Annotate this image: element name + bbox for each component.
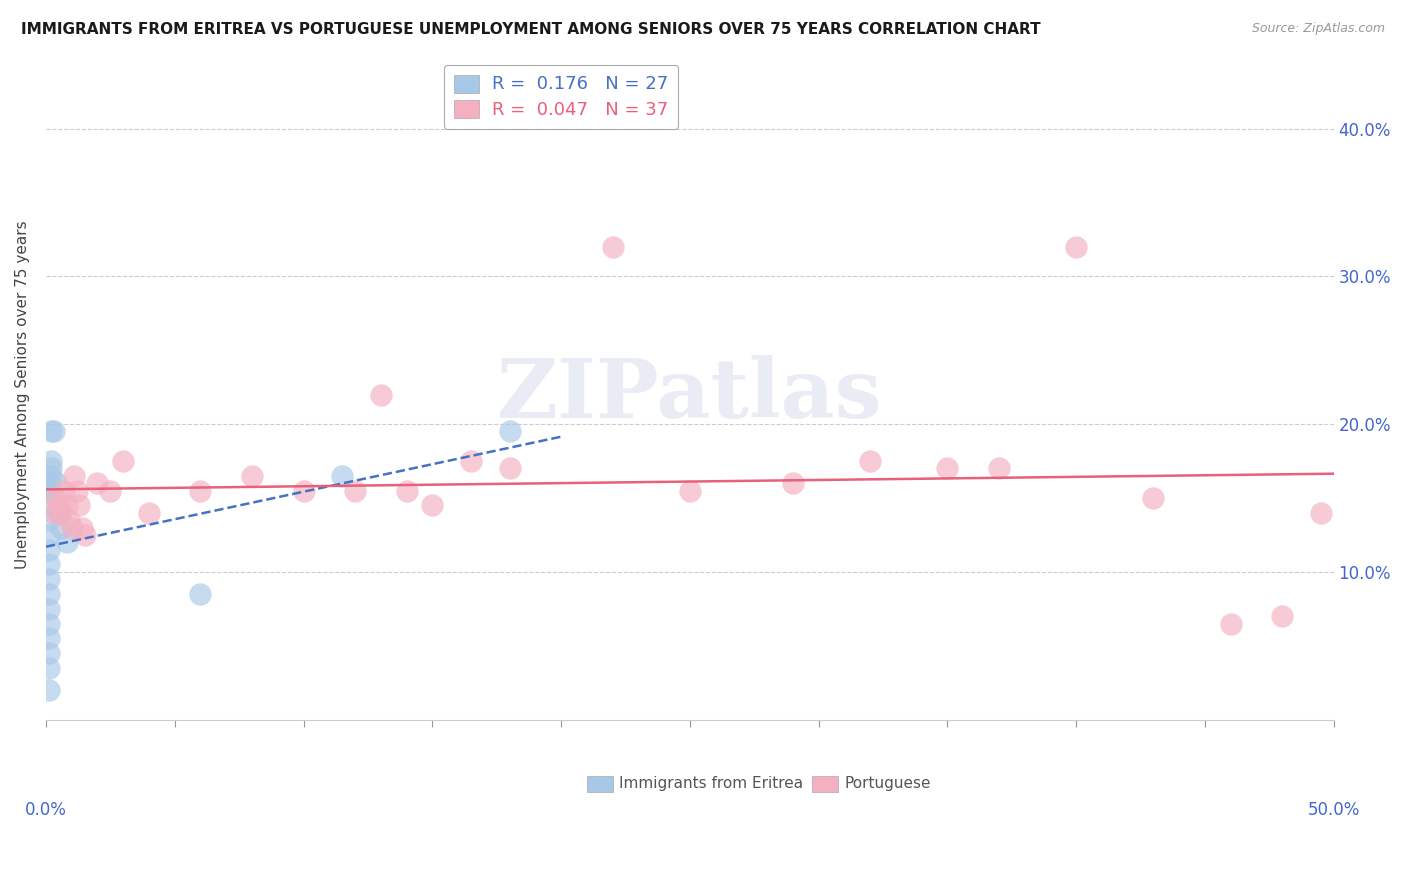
Point [39, 454, 62, 468]
Point [460, 454, 482, 468]
Point [498, 461, 520, 475]
Y-axis label: Unemployment Among Seniors over 75 years: Unemployment Among Seniors over 75 years [15, 220, 30, 569]
Text: Source: ZipAtlas.com: Source: ZipAtlas.com [1251, 22, 1385, 36]
Point [602, 240, 624, 254]
Point [53, 483, 76, 498]
Point [420, 499, 443, 513]
Point [395, 483, 418, 498]
Point [39, 461, 62, 475]
Text: Portuguese: Portuguese [845, 777, 931, 791]
FancyBboxPatch shape [586, 776, 613, 792]
Point [70, 520, 93, 534]
Point [1271, 609, 1294, 624]
Text: Immigrants from Eritrea: Immigrants from Eritrea [619, 777, 803, 791]
Point [987, 461, 1010, 475]
Point [38, 476, 60, 491]
Point [98, 483, 121, 498]
Point [38, 499, 60, 513]
Point [63, 468, 86, 483]
Point [1142, 491, 1164, 505]
Point [86, 476, 108, 491]
Legend: R =  0.176   N = 27, R =  0.047   N = 37: R = 0.176 N = 27, R = 0.047 N = 37 [444, 65, 678, 128]
Point [45, 491, 67, 505]
Point [679, 483, 702, 498]
Point [38, 661, 60, 675]
Point [498, 425, 520, 439]
Point [48, 506, 70, 520]
Point [1064, 240, 1087, 254]
Point [936, 461, 959, 475]
Point [51, 520, 73, 534]
Point [73, 528, 96, 542]
Point [38, 542, 60, 557]
Point [42, 506, 65, 520]
Point [38, 632, 60, 646]
Point [38, 646, 60, 660]
Point [39, 425, 62, 439]
Point [190, 483, 212, 498]
Point [112, 454, 135, 468]
Point [190, 587, 212, 601]
Text: 0.0%: 0.0% [25, 801, 67, 819]
Point [292, 483, 315, 498]
Point [782, 476, 804, 491]
Point [1219, 616, 1241, 631]
Point [51, 506, 73, 520]
Point [38, 616, 60, 631]
Point [38, 528, 60, 542]
Point [38, 572, 60, 586]
Point [38, 558, 60, 572]
Point [370, 387, 392, 401]
Point [45, 476, 67, 491]
Point [55, 535, 77, 549]
Point [859, 454, 882, 468]
Point [58, 513, 80, 527]
Point [42, 425, 65, 439]
Point [38, 683, 60, 698]
Point [38, 483, 60, 498]
Point [38, 513, 60, 527]
Point [60, 520, 83, 534]
Point [330, 468, 353, 483]
Point [1309, 506, 1331, 520]
FancyBboxPatch shape [813, 776, 838, 792]
Point [240, 468, 263, 483]
Text: ZIPatlas: ZIPatlas [498, 354, 883, 434]
Text: IMMIGRANTS FROM ERITREA VS PORTUGUESE UNEMPLOYMENT AMONG SENIORS OVER 75 YEARS C: IMMIGRANTS FROM ERITREA VS PORTUGUESE UN… [21, 22, 1040, 37]
Text: 50.0%: 50.0% [1308, 801, 1360, 819]
Point [66, 483, 89, 498]
Point [48, 499, 70, 513]
Point [38, 602, 60, 616]
Point [69, 499, 91, 513]
Point [343, 483, 366, 498]
Point [55, 499, 77, 513]
Point [38, 587, 60, 601]
Point [39, 468, 62, 483]
Point [138, 506, 160, 520]
